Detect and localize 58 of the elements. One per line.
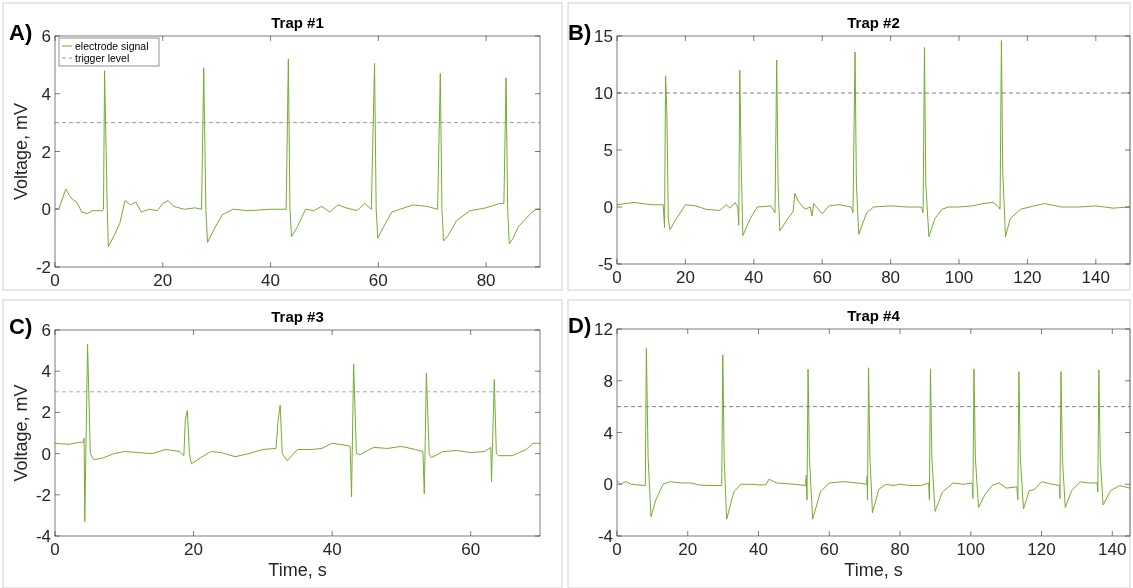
- y-tick-label: 0: [41, 444, 51, 464]
- x-tick-label: 20: [184, 540, 204, 559]
- y-tick-label: -4: [597, 527, 613, 546]
- y-tick-label: 15: [594, 27, 613, 46]
- text: C): [9, 314, 33, 339]
- y-tick-label: 0: [603, 198, 613, 217]
- y-tick-label: 2: [41, 403, 51, 423]
- y-tick-label: 4: [603, 423, 613, 443]
- y-tick-label: 12: [594, 320, 613, 339]
- x-tick-label: 40: [261, 271, 281, 290]
- x-tick-label: 40: [744, 268, 764, 287]
- chart-title: Trap #4: [847, 307, 901, 324]
- legend-label: electrode signal: [75, 40, 149, 52]
- x-tick-label: 80: [890, 540, 910, 559]
- x-tick-label: 100: [956, 540, 985, 559]
- x-tick-label: 40: [322, 540, 342, 559]
- y-tick-label: 5: [603, 141, 613, 160]
- x-tick-label: 60: [819, 540, 839, 559]
- x-tick-label: 120: [1027, 540, 1056, 559]
- line-series: [617, 347, 1130, 520]
- chart-title: Trap #2: [847, 14, 900, 31]
- y-tick-label: -2: [35, 258, 51, 277]
- x-tick-label: 20: [675, 268, 695, 287]
- y-tick-label: 0: [41, 200, 51, 220]
- x-axis-title: Time, s: [844, 560, 903, 580]
- y-tick-label: 10: [594, 84, 613, 103]
- legend-label: trigger level: [75, 52, 130, 64]
- x-tick-label: 60: [461, 540, 481, 559]
- text: A): [9, 20, 33, 45]
- y-axis-title: Voltage, mV: [11, 102, 31, 201]
- chart-title: Trap #3: [271, 308, 324, 325]
- y-tick-label: 4: [41, 362, 51, 382]
- x-tick-label: 140: [1098, 540, 1127, 559]
- y-tick-label: 0: [603, 475, 613, 495]
- text: D): [568, 313, 592, 338]
- text: B): [568, 20, 592, 45]
- x-tick-label: 120: [1013, 268, 1042, 287]
- y-tick-label: -5: [597, 255, 613, 274]
- x-tick-label: 40: [749, 540, 768, 559]
- x-tick-label: 80: [476, 271, 496, 290]
- x-axis-title: Time, s: [268, 560, 327, 580]
- y-tick-label: -2: [35, 485, 51, 505]
- y-tick-label: 2: [41, 142, 51, 162]
- y-tick-label: 8: [603, 371, 613, 391]
- y-axis-title: Voltage, mV: [11, 384, 31, 482]
- y-tick-label: -4: [35, 527, 51, 546]
- y-tick-label: 6: [41, 27, 51, 46]
- x-tick-label: 60: [368, 271, 388, 290]
- x-tick-label: 140: [1081, 268, 1110, 287]
- line-series: [55, 343, 540, 523]
- y-tick-label: 4: [41, 84, 51, 104]
- x-tick-label: 20: [153, 271, 173, 290]
- x-tick-label: 80: [881, 268, 901, 287]
- x-tick-label: 100: [944, 268, 974, 287]
- x-tick-label: 20: [678, 540, 698, 559]
- y-tick-label: 6: [41, 321, 51, 340]
- x-tick-label: 60: [812, 268, 832, 287]
- chart-title: Trap #1: [271, 14, 324, 31]
